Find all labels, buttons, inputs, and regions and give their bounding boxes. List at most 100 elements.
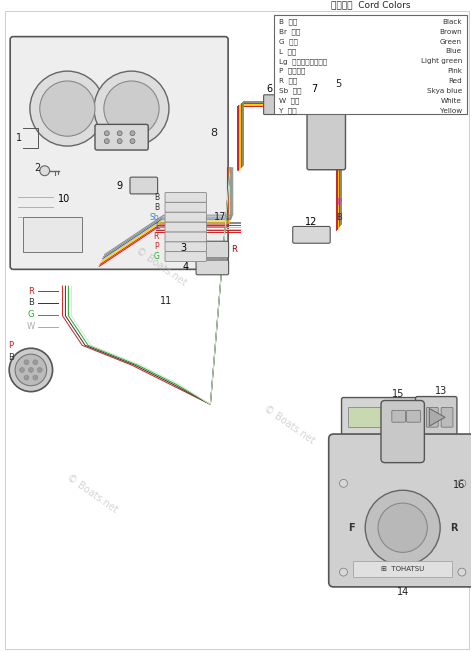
- Text: 3: 3: [181, 243, 187, 253]
- Text: W: W: [27, 322, 35, 331]
- Text: © Boats.net: © Boats.net: [134, 245, 188, 288]
- FancyBboxPatch shape: [165, 242, 207, 251]
- Text: L  ：青: L ：青: [279, 48, 297, 55]
- Text: Red: Red: [448, 78, 462, 84]
- Text: B  ：黒: B ：黒: [279, 18, 298, 25]
- Text: R: R: [154, 232, 159, 242]
- Text: G  ：緑: G ：緑: [279, 38, 298, 45]
- Circle shape: [104, 131, 109, 135]
- Text: W  ：白: W ：白: [279, 98, 300, 104]
- Text: Sb  ：空: Sb ：空: [279, 87, 302, 94]
- FancyBboxPatch shape: [10, 36, 228, 270]
- Circle shape: [40, 81, 95, 136]
- Circle shape: [378, 503, 428, 553]
- Text: P: P: [336, 198, 341, 207]
- Text: B: B: [8, 353, 14, 361]
- FancyBboxPatch shape: [472, 501, 474, 534]
- Text: Skya blue: Skya blue: [427, 88, 462, 94]
- FancyBboxPatch shape: [381, 400, 424, 463]
- FancyBboxPatch shape: [411, 408, 423, 427]
- Text: R  ：赤: R ：赤: [279, 77, 298, 84]
- Circle shape: [15, 354, 46, 386]
- FancyBboxPatch shape: [293, 227, 330, 243]
- Text: Br  ：茶: Br ：茶: [279, 29, 301, 35]
- Text: 15: 15: [392, 389, 404, 398]
- Circle shape: [458, 568, 466, 576]
- Text: 11: 11: [160, 296, 172, 306]
- Text: © Boats.net: © Boats.net: [65, 472, 119, 514]
- FancyBboxPatch shape: [165, 212, 207, 222]
- Text: Lg  ：ライトグリーン: Lg ：ライトグリーン: [279, 58, 328, 64]
- Text: Y  ：黄: Y ：黄: [279, 107, 297, 114]
- Circle shape: [130, 131, 135, 135]
- Bar: [23, 217, 82, 251]
- Circle shape: [24, 375, 29, 380]
- Bar: [354, 561, 452, 577]
- Text: 13: 13: [435, 385, 447, 396]
- Text: ⊞  TOHATSU: ⊞ TOHATSU: [381, 566, 424, 572]
- Circle shape: [104, 81, 159, 136]
- FancyBboxPatch shape: [196, 260, 228, 275]
- Circle shape: [28, 367, 33, 372]
- Circle shape: [30, 71, 105, 146]
- Circle shape: [19, 367, 25, 372]
- Circle shape: [33, 360, 38, 365]
- Bar: [348, 408, 408, 427]
- Text: B: B: [154, 193, 159, 202]
- Text: Black: Black: [442, 19, 462, 25]
- Text: Pink: Pink: [447, 68, 462, 74]
- FancyBboxPatch shape: [165, 202, 207, 212]
- Text: 10: 10: [58, 195, 71, 204]
- Text: 2: 2: [35, 163, 41, 173]
- Text: R: R: [28, 286, 34, 296]
- FancyBboxPatch shape: [95, 124, 148, 150]
- Text: 14: 14: [397, 587, 409, 597]
- Text: F: F: [348, 523, 355, 533]
- FancyBboxPatch shape: [416, 396, 457, 438]
- Text: Light green: Light green: [420, 59, 462, 64]
- Text: R: R: [450, 523, 458, 533]
- Bar: [274, 15, 467, 113]
- Circle shape: [117, 131, 122, 135]
- FancyBboxPatch shape: [328, 434, 474, 587]
- FancyBboxPatch shape: [407, 410, 420, 422]
- Text: G: G: [153, 252, 159, 261]
- Text: 1: 1: [16, 133, 22, 143]
- Text: 9: 9: [117, 180, 123, 191]
- Text: Yellow: Yellow: [440, 107, 462, 113]
- Text: 8: 8: [210, 128, 217, 138]
- Circle shape: [9, 348, 53, 392]
- FancyBboxPatch shape: [130, 177, 158, 194]
- Circle shape: [339, 568, 347, 576]
- FancyBboxPatch shape: [264, 95, 285, 115]
- FancyBboxPatch shape: [441, 408, 453, 427]
- Text: R: R: [231, 245, 237, 254]
- FancyBboxPatch shape: [165, 232, 207, 242]
- FancyBboxPatch shape: [196, 242, 228, 258]
- Text: © Boats.net: © Boats.net: [262, 403, 317, 445]
- Circle shape: [458, 479, 466, 488]
- Circle shape: [37, 367, 42, 372]
- FancyBboxPatch shape: [342, 398, 454, 436]
- Text: L: L: [155, 223, 159, 232]
- Text: 17: 17: [214, 212, 227, 222]
- Text: Sb: Sb: [149, 213, 159, 221]
- Circle shape: [117, 139, 122, 144]
- FancyBboxPatch shape: [165, 193, 207, 202]
- Text: 16: 16: [453, 480, 465, 490]
- Circle shape: [24, 360, 29, 365]
- Text: White: White: [441, 98, 462, 104]
- Circle shape: [365, 490, 440, 565]
- FancyBboxPatch shape: [165, 251, 207, 262]
- Text: P: P: [155, 242, 159, 251]
- Text: 5: 5: [335, 79, 341, 89]
- Text: B: B: [154, 202, 159, 212]
- FancyBboxPatch shape: [426, 408, 438, 427]
- Circle shape: [104, 139, 109, 144]
- Circle shape: [40, 166, 50, 176]
- Circle shape: [130, 139, 135, 144]
- Text: B: B: [28, 298, 34, 307]
- FancyBboxPatch shape: [307, 87, 346, 170]
- Circle shape: [94, 71, 169, 146]
- Text: B: B: [336, 213, 341, 221]
